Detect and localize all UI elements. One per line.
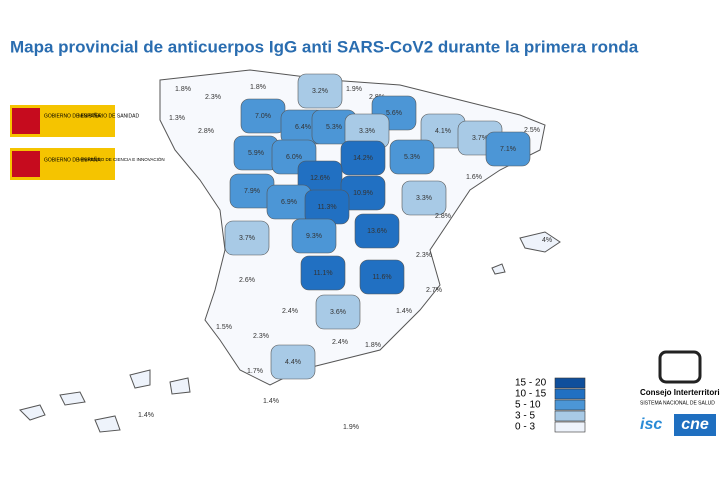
province-label: 1.6% <box>466 174 482 181</box>
legend-label: 15 - 20 <box>515 378 547 389</box>
province-label: 12.6% <box>310 175 330 182</box>
province-label: 6.0% <box>286 154 302 161</box>
province-label: 11.3% <box>317 204 336 211</box>
province-label: 2.3% <box>205 94 221 101</box>
province <box>389 139 435 175</box>
province-label: 2.4% <box>282 308 298 315</box>
logo-mark <box>658 350 702 384</box>
province-label: 2.3% <box>416 252 432 259</box>
province-label: 2.8% <box>435 213 451 220</box>
province-label: 6.4% <box>295 124 311 131</box>
logo-text: cne <box>681 416 709 433</box>
province-label: 1.9% <box>343 424 359 431</box>
logo-text: SISTEMA NACIONAL DE SALUD <box>640 400 715 406</box>
province-label: 1.8% <box>175 86 191 93</box>
province-label: 11.1% <box>313 270 332 277</box>
logo-mark <box>674 414 716 436</box>
province-label: 7.9% <box>244 188 260 195</box>
province <box>270 344 316 380</box>
legend-swatch <box>554 377 586 389</box>
province-label: 1.8% <box>250 84 266 91</box>
legend-label: 5 - 10 <box>515 400 541 411</box>
balearic-outline <box>491 231 561 275</box>
province <box>340 140 386 176</box>
canary-outline <box>19 369 191 433</box>
province <box>354 213 400 249</box>
province-label: 4.4% <box>285 359 301 366</box>
province-label: 4.1% <box>435 128 451 135</box>
logo-flag <box>12 108 40 134</box>
province-label: 11.6% <box>372 274 391 281</box>
legend-swatch <box>554 410 586 422</box>
title: Mapa provincial de anticuerpos IgG anti … <box>10 37 639 56</box>
province-label: 10.9% <box>353 190 373 197</box>
province-label: 5.3% <box>326 124 342 131</box>
legend-label: 0 - 3 <box>515 422 535 433</box>
legend-label: 10 - 15 <box>515 389 547 400</box>
province <box>297 73 343 109</box>
province-label: 7.1% <box>500 146 516 153</box>
province <box>224 220 270 256</box>
legend-swatch <box>554 421 586 433</box>
province-label: 3.6% <box>330 309 346 316</box>
province-label: 5.6% <box>386 110 402 117</box>
logo-text: isc <box>640 416 662 433</box>
logo-text: MINISTERIO DE SANIDAD <box>78 113 140 119</box>
province <box>485 131 531 167</box>
province-label: 1.8% <box>365 342 381 349</box>
province-label: 6.9% <box>281 199 297 206</box>
province-label: 3.3% <box>359 128 375 135</box>
legend-label: 3 - 5 <box>515 411 535 422</box>
province-label: 1.3% <box>169 115 185 122</box>
province-label: 14.2% <box>353 155 373 162</box>
province <box>300 255 346 291</box>
province-label: 3.2% <box>312 88 328 95</box>
province-label: 3.7% <box>239 235 255 242</box>
legend-swatch <box>554 388 586 400</box>
province-label: 4% <box>542 237 552 244</box>
legend-swatch <box>554 399 586 411</box>
province <box>315 294 361 330</box>
province-label: 5.9% <box>248 150 264 157</box>
logo-text: Consejo Interterritorial <box>640 388 720 397</box>
province-label: 9.3% <box>306 233 322 240</box>
logo-sanidad: GOBIERNO DE ESPAÑA MINISTERIO DE SANIDAD… <box>10 105 165 180</box>
province <box>359 259 405 295</box>
province-label: 1.4% <box>396 308 412 315</box>
province-label: 13.6% <box>367 228 387 235</box>
logo-text: MINISTERIO DE CIENCIA E INNOVACIÓN <box>78 156 165 162</box>
province-label: 2.4% <box>332 339 348 346</box>
province-label: 1.9% <box>346 86 362 93</box>
provinces: 1.8% 2.3% 1.8% 3.2% 1.9% 2.8% 7.0% 6.4% 5.3% 5.6%… <box>138 73 552 431</box>
logo-text: GOBIERNO DE ESPAÑA <box>44 112 101 119</box>
province-label: 1.4% <box>263 398 279 405</box>
province <box>291 218 337 254</box>
province-label: 1.7% <box>247 368 263 375</box>
logo-text: GOBIERNO DE ESPAÑA <box>44 156 101 163</box>
province-label: 1.4% <box>138 412 154 419</box>
logo-consejo: Consejo Interterritorial SISTEMA NACIONA… <box>640 350 720 436</box>
province-label: 2.3% <box>253 333 269 340</box>
province-label: 1.5% <box>216 324 232 331</box>
province-label: 5.3% <box>404 154 420 161</box>
province-label: 2.6% <box>239 277 255 284</box>
province <box>401 180 447 216</box>
logo-flag <box>12 151 40 177</box>
province-label: 3.7% <box>472 135 488 142</box>
province-label: 2.5% <box>524 127 540 134</box>
province-label: 2.8% <box>198 128 214 135</box>
province-label: 3.3% <box>416 195 432 202</box>
province-label: 2.7% <box>426 287 442 294</box>
province-label: 7.0% <box>255 113 271 120</box>
